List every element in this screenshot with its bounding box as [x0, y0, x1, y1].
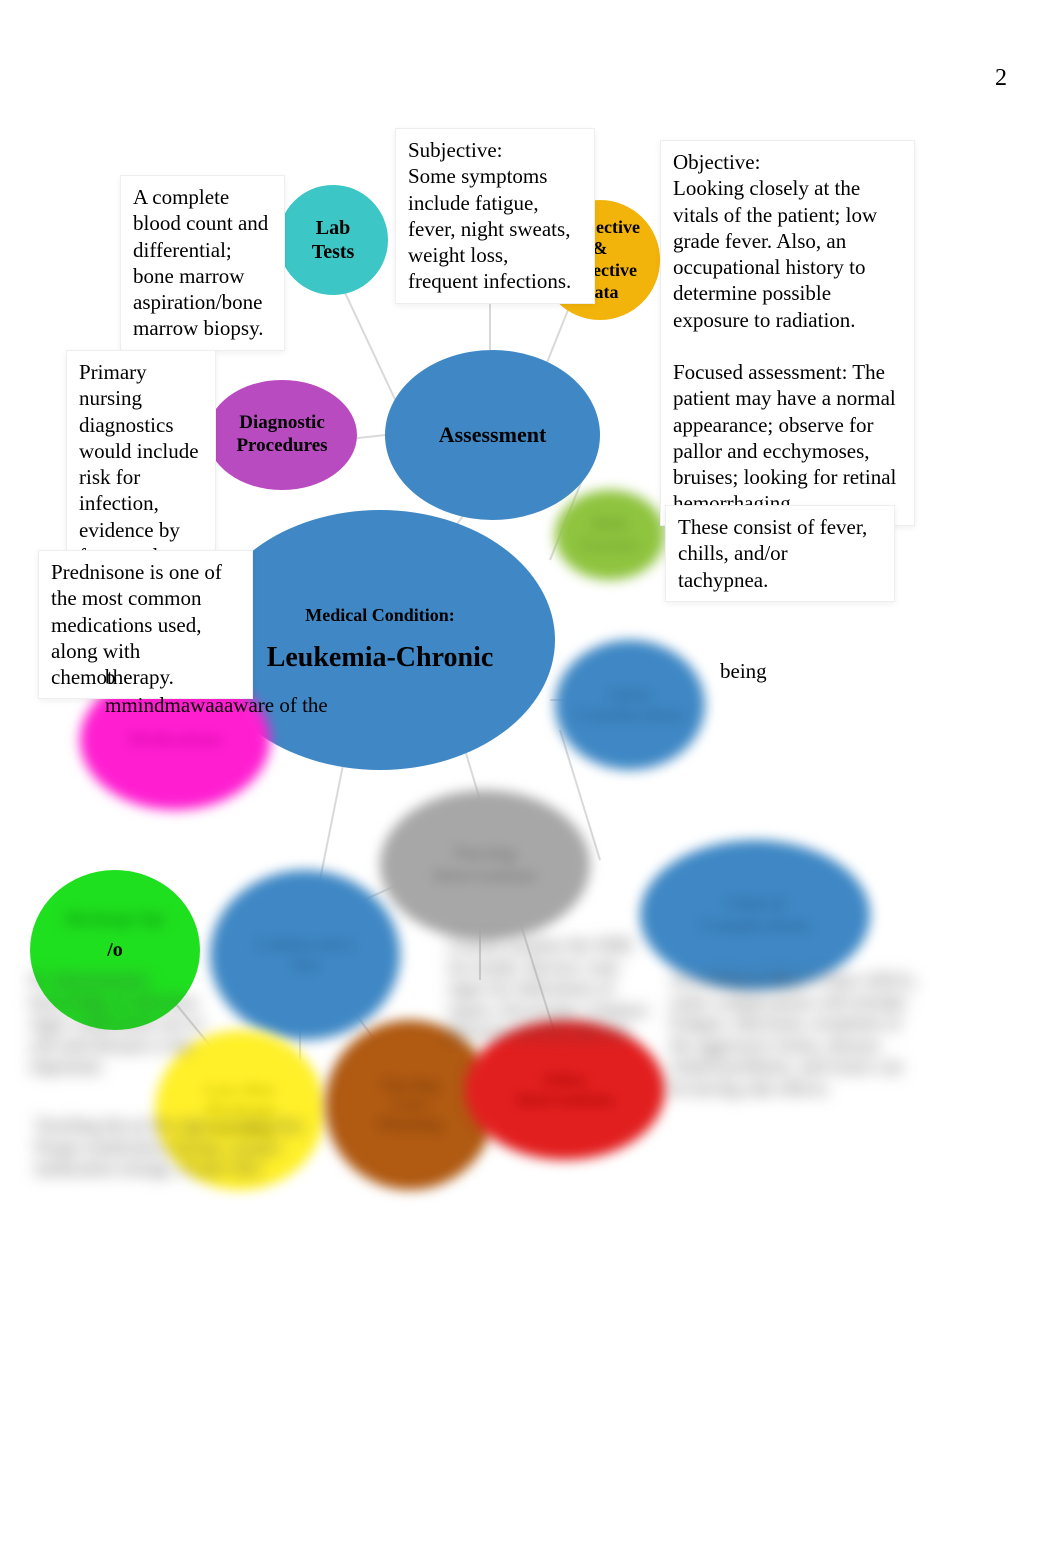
stray-text-mmind: mmindmawaaaware of the — [105, 693, 328, 718]
blur-text-discharge: Pt. demonstrates knowledge of infection … — [30, 970, 205, 1078]
center-label-main: Leukemia-Chronic — [213, 641, 547, 675]
node-safety-considerations: Safety Considerations — [555, 640, 705, 770]
textbox-risk-factors: These consist of fever, chills, and/or t… — [665, 505, 895, 602]
node-clinical-complications: Clinical Complications — [640, 840, 870, 990]
textbox-medications: Prednisone is one of the most common med… — [38, 550, 253, 699]
node-lab-tests: Lab Tests — [278, 185, 388, 295]
stray-text-b: b — [105, 665, 116, 690]
blur-text-clinical: According to Mayo Clinic (2021), some co… — [670, 970, 920, 1100]
node-risk-factors: Risk Factors — [555, 490, 665, 580]
node-assessment: Assessment — [385, 350, 600, 520]
textbox-safety: being — [708, 650, 928, 692]
node-collaborative: Collaborative Opt — [210, 870, 400, 1040]
blur-text-teaching: Teaching the pt the signs of infection. … — [35, 1115, 310, 1180]
textbox-lab-tests: A complete blood count and differential;… — [120, 175, 285, 351]
page-number: 2 — [995, 65, 1007, 92]
center-label-top: Medical Condition: — [213, 605, 547, 627]
node-diagnostic-procedures: Diagnostic Procedures — [207, 380, 357, 490]
blur-text-nursing: Closely monitor the WBC for trends. Revi… — [448, 935, 658, 1043]
textbox-objective: Objective: Looking closely at the vitals… — [660, 140, 915, 526]
textbox-subjective: Subjective: Some symptoms include fatigu… — [395, 128, 595, 304]
node-nursing-interventions: Nursing Interventions — [380, 790, 590, 940]
